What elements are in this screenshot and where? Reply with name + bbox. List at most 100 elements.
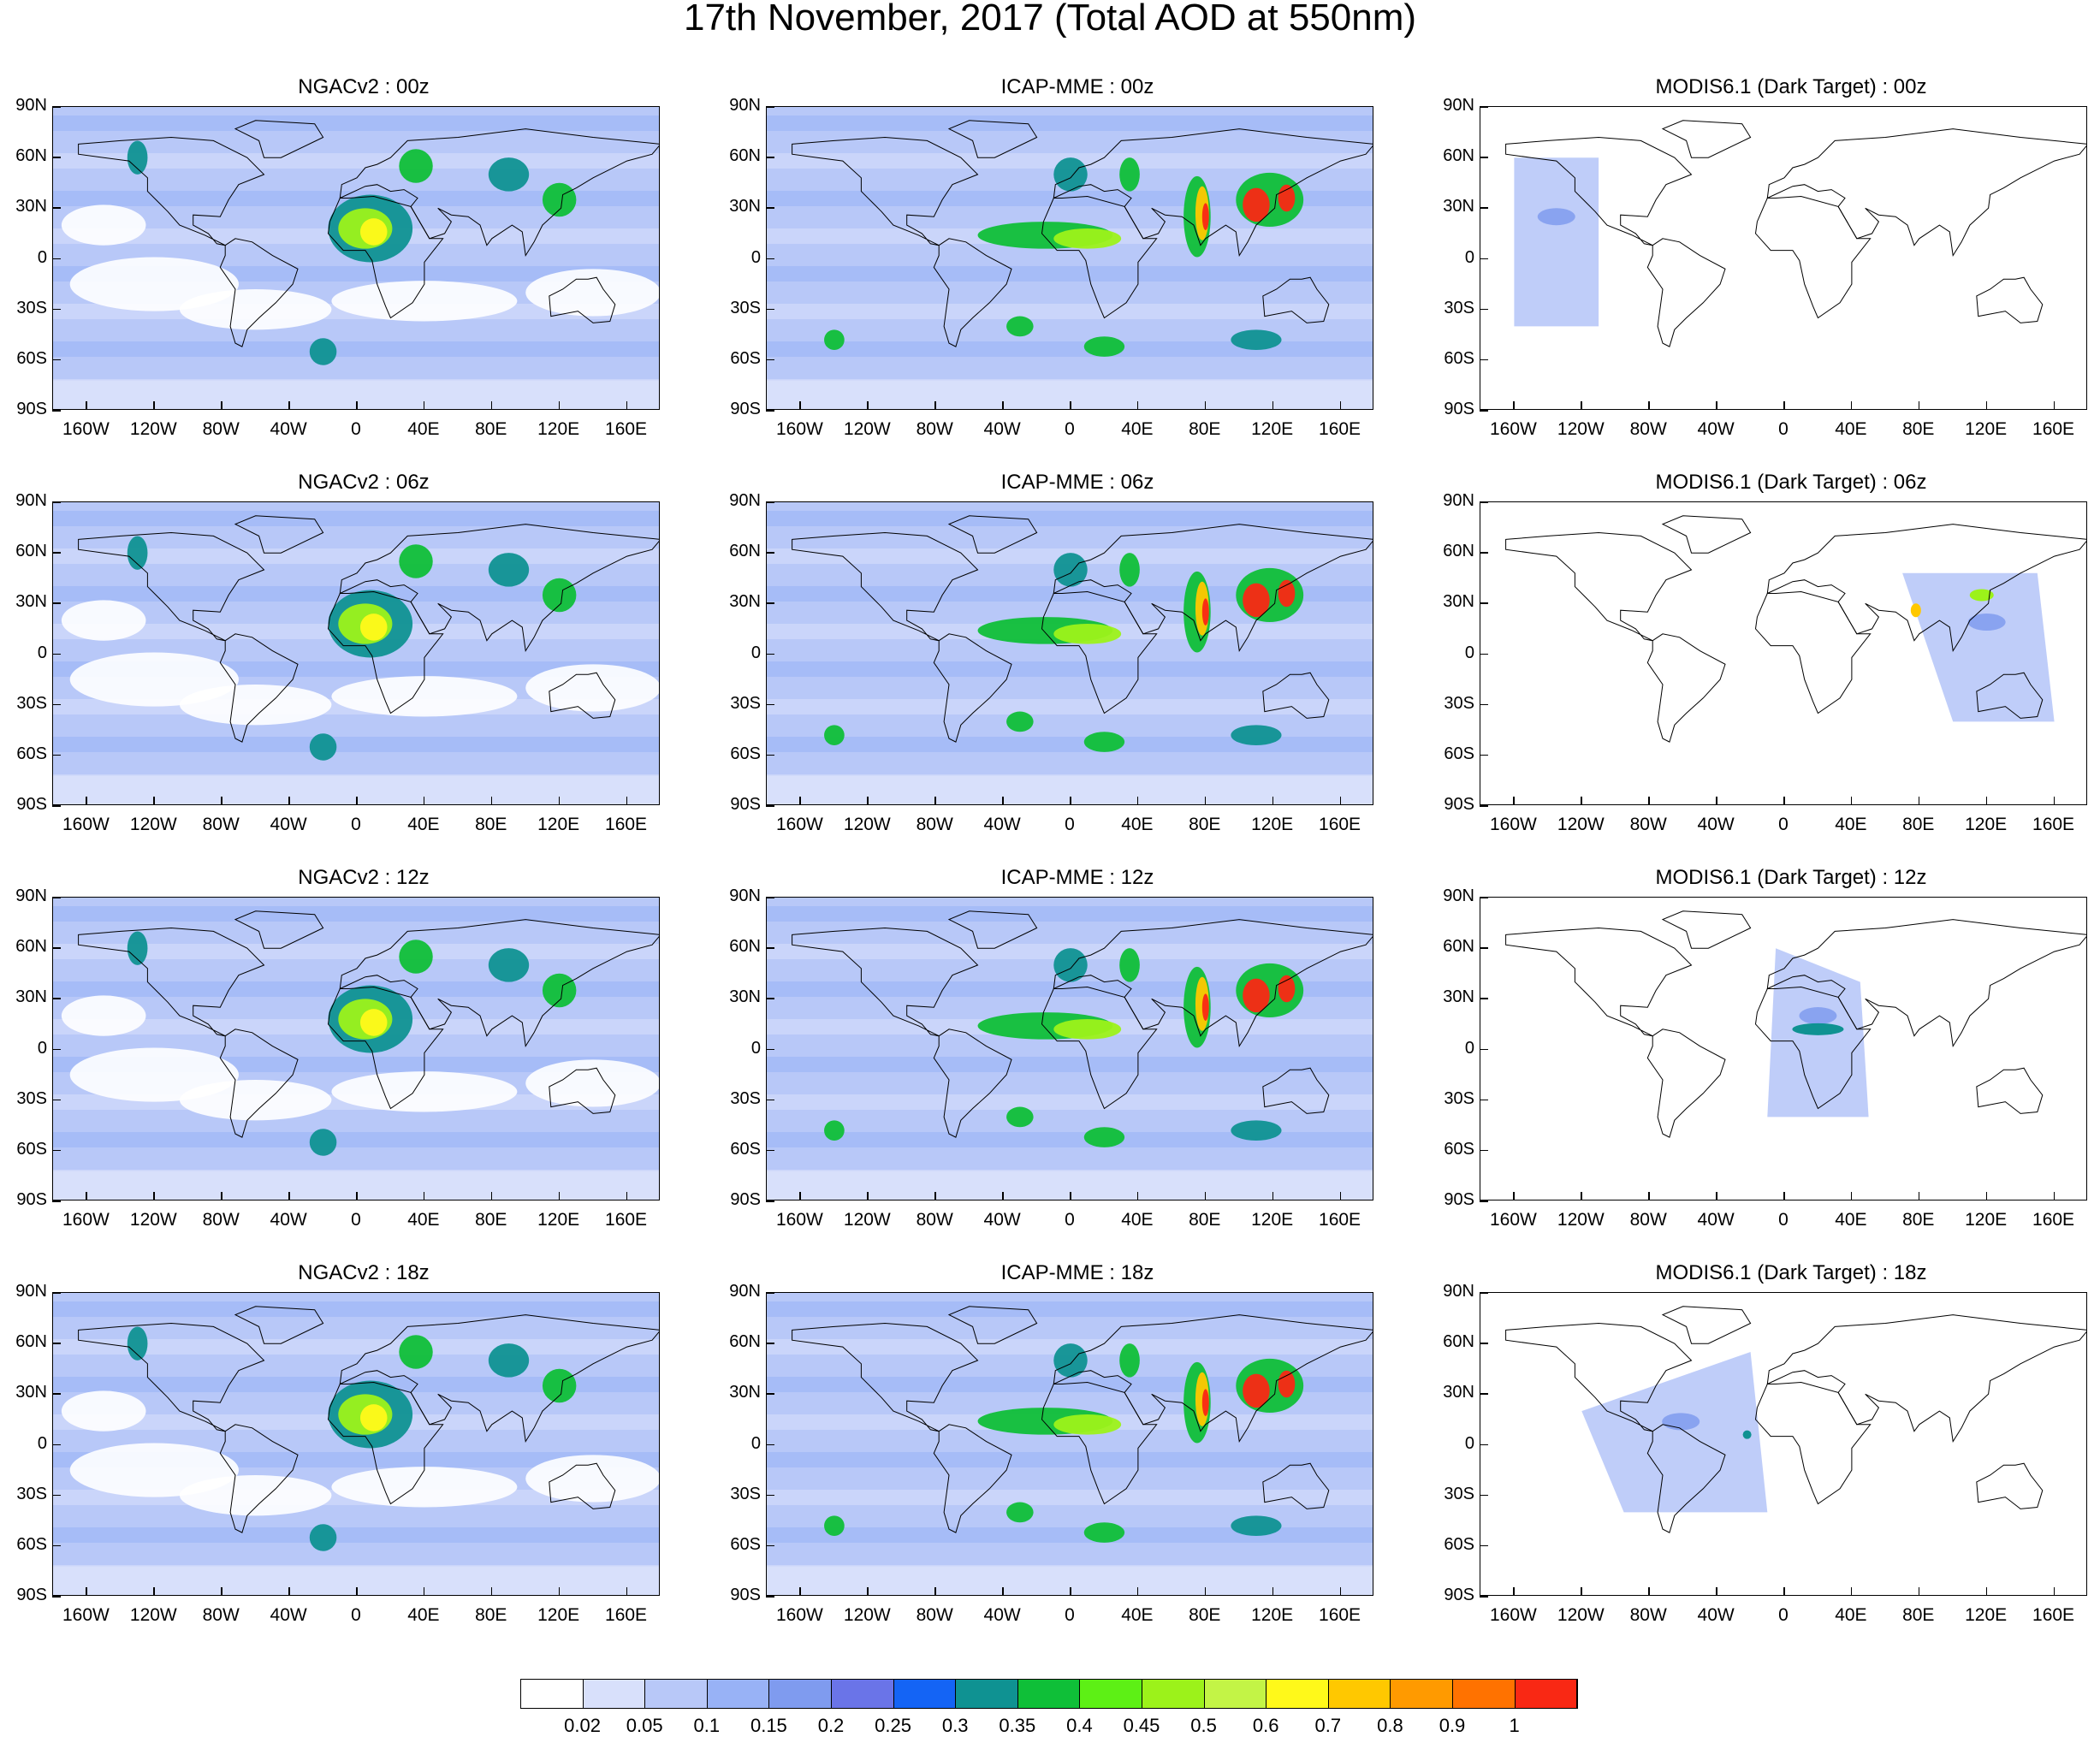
lon-tick-label: 160E: [2032, 1210, 2075, 1230]
aod-band: [767, 1377, 1373, 1392]
panel-title: ICAP-MME : 06z: [1000, 471, 1154, 494]
lon-tick: [1985, 1192, 1988, 1200]
aod-plume: [1119, 948, 1140, 982]
lon-tick: [2053, 1587, 2056, 1596]
lon-tick: [1339, 1192, 1342, 1200]
lon-tick: [356, 1192, 358, 1200]
lat-tick-label: 90S: [16, 1586, 47, 1604]
clean-air-region: [179, 1475, 332, 1516]
lat-tick: [52, 653, 61, 655]
lat-tick: [52, 410, 61, 412]
lon-tick: [153, 1192, 155, 1200]
aod-band: [767, 586, 1373, 602]
map-panel: ICAP-MME : 12z 90N 60N 30N 0 30S 60S 90S 160W 120…: [714, 866, 1373, 1242]
lat-tick-label: 30S: [1444, 693, 1474, 713]
lat-tick: [1480, 653, 1488, 655]
lat-tick: [1480, 1048, 1488, 1050]
colorbar-swatch: [521, 1680, 584, 1708]
colorbar-tick-label: 0.6: [1252, 1715, 1279, 1736]
lat-tick-label: 0: [750, 247, 761, 267]
lon-tick: [1716, 401, 1717, 410]
coastline: [1661, 1306, 1752, 1344]
map-panel: NGACv2 : 00z 90N 60N 30N 0 30S 60S 90S 160W 120W 8…: [0, 75, 660, 452]
map-area: [52, 1292, 660, 1596]
lon-tick-label: 120E: [1965, 815, 2008, 834]
lon-tick: [1513, 401, 1515, 410]
lat-tick-label: 60S: [16, 348, 47, 368]
lat-tick: [1480, 359, 1488, 361]
map-area: [766, 106, 1373, 410]
lon-tick: [1716, 1587, 1717, 1596]
clean-air-region: [179, 1080, 332, 1121]
aod-plume: [309, 1524, 337, 1551]
lat-tick-label: 60N: [15, 542, 47, 561]
lat-tick: [52, 897, 61, 898]
coastline: [234, 910, 324, 949]
lat-tick-label: 90N: [729, 96, 761, 115]
lon-tick: [1648, 401, 1650, 410]
aod-band: [53, 906, 659, 922]
lon-tick-label: 80E: [1189, 1210, 1221, 1230]
lat-tick-label: 60S: [1444, 744, 1474, 763]
lat-tick: [766, 1200, 774, 1202]
colorbar-swatch: [707, 1680, 770, 1708]
lat-tick-label: 90S: [16, 1190, 47, 1209]
lat-tick-label: 90N: [15, 96, 47, 115]
colorbar-swatch: [1328, 1680, 1391, 1708]
coastline: [327, 986, 444, 1110]
lon-tick: [221, 1587, 222, 1596]
lat-tick-label: 90N: [1443, 886, 1474, 905]
aod-plume: [824, 1120, 845, 1141]
lat-tick: [52, 1149, 61, 1152]
coastline: [1766, 1314, 2086, 1444]
lat-tick: [766, 258, 774, 259]
lat-tick: [766, 754, 774, 756]
lon-tick: [1136, 797, 1139, 805]
clean-air-region: [179, 685, 332, 726]
map-svg: [1480, 502, 2086, 804]
lon-tick: [1850, 1587, 1853, 1596]
coastline: [1754, 590, 1872, 714]
lat-tick-label: 30S: [16, 1088, 47, 1108]
coastline: [219, 633, 299, 743]
map-panel: NGACv2 : 06z 90N 60N 30N 0 30S 60S 90S 160W 120W 8…: [0, 471, 660, 847]
lon-tick: [799, 401, 801, 410]
lon-tick: [86, 1587, 87, 1596]
aod-background: [767, 1293, 1373, 1595]
lat-tick-label: 90S: [1444, 795, 1474, 814]
aod-band: [767, 1057, 1373, 1072]
lat-tick-label: 90S: [730, 1190, 761, 1209]
lat-tick: [1480, 998, 1488, 999]
lon-tick-label: 40W: [270, 1210, 307, 1230]
lon-tick-label: 120W: [1557, 1210, 1605, 1230]
lat-tick: [766, 1444, 774, 1445]
lon-tick: [1002, 797, 1004, 805]
aod-plume: [1006, 1106, 1034, 1128]
lon-tick: [1339, 797, 1342, 805]
lat-tick-label: 30N: [15, 1383, 47, 1402]
coastline: [219, 238, 299, 347]
coastline: [933, 238, 1012, 347]
map-panel: ICAP-MME : 06z 90N 60N 30N 0 30S 60S 90S 160W 120…: [714, 471, 1373, 847]
panel-title: MODIS6.1 (Dark Target) : 06z: [1655, 471, 1927, 494]
lat-tick: [52, 501, 61, 503]
lon-tick: [1136, 401, 1139, 410]
lat-tick: [766, 308, 774, 311]
coastline: [947, 910, 1038, 949]
lon-tick-label: 40E: [407, 419, 440, 439]
clean-air-region: [525, 269, 659, 317]
aod-band: [767, 1132, 1373, 1147]
colorbar-swatch: [893, 1680, 957, 1708]
lon-tick-label: 80E: [1189, 419, 1221, 439]
lon-tick: [1850, 1192, 1853, 1200]
lat-tick: [52, 1343, 61, 1344]
aod-plume: [1278, 184, 1296, 212]
lon-tick-label: 80E: [1902, 1210, 1935, 1230]
colorbar-tick-label: 1: [1509, 1715, 1520, 1736]
lon-tick: [1204, 797, 1207, 805]
lon-tick: [1002, 1192, 1004, 1200]
lat-tick: [766, 1099, 774, 1101]
coastline: [234, 120, 324, 158]
aod-plume: [1053, 948, 1088, 982]
lon-tick-label: 40W: [270, 1605, 307, 1625]
